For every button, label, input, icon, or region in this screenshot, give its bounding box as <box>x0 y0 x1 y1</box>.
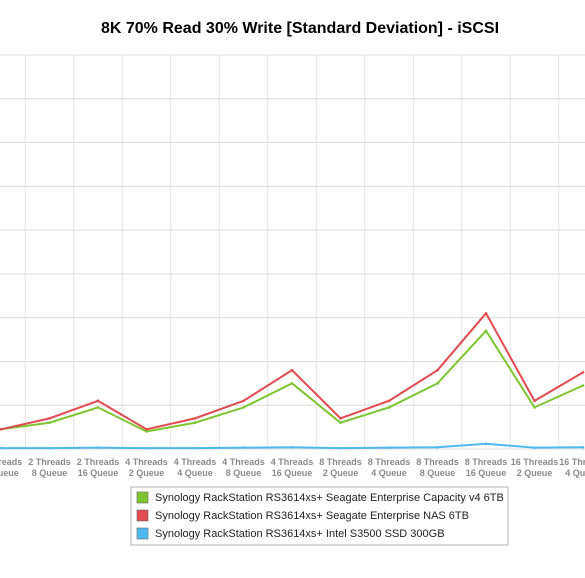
data-point <box>193 421 197 425</box>
legend-label: Synology RackStation RS3614xs+ Seagate E… <box>155 492 504 504</box>
data-point <box>0 428 3 431</box>
data-point <box>48 446 51 450</box>
legend-box <box>130 486 509 546</box>
legend-swatch <box>136 509 149 522</box>
data-point <box>581 445 585 449</box>
data-point <box>96 406 100 409</box>
data-point <box>193 446 197 450</box>
legend-swatch <box>136 527 149 540</box>
data-point <box>339 417 342 420</box>
x-tick-label: 8 Threads 16 Queue <box>465 457 508 478</box>
grid <box>0 54 585 450</box>
data-point <box>387 399 391 403</box>
x-tick-label: 4 Threads 8 Queue <box>222 457 265 478</box>
data-point <box>387 446 391 449</box>
legend-swatch <box>136 491 149 504</box>
data-point <box>0 446 3 450</box>
x-tick-label: 4 Threads 16 Queue <box>271 457 314 478</box>
data-point <box>48 421 51 425</box>
data-point <box>533 406 536 409</box>
series-lines <box>0 311 585 450</box>
legend-label: Synology RackStation RS3614xs+ Intel S35… <box>155 528 445 540</box>
data-point <box>436 445 439 449</box>
x-tick-label: 2 Threads 16 Queue <box>77 457 120 478</box>
x-tick-label: 2 Threads 8 Queue <box>28 457 71 478</box>
data-point <box>145 446 148 450</box>
data-point <box>484 329 488 333</box>
data-point <box>290 445 294 449</box>
data-point <box>242 399 245 403</box>
data-point <box>339 421 342 425</box>
data-point <box>533 399 536 403</box>
data-point <box>145 430 148 433</box>
data-point <box>436 368 439 372</box>
data-point <box>145 428 148 431</box>
x-tick-label: 8 Threads 8 Queue <box>416 457 459 478</box>
data-point <box>581 371 585 374</box>
data-point <box>96 399 100 403</box>
x-tick-label: 16 Threads 2 Queue <box>511 457 559 478</box>
data-point <box>242 446 245 449</box>
data-point <box>290 382 294 385</box>
data-point <box>290 368 294 372</box>
data-point <box>484 311 488 315</box>
x-tick-label: 8 Threads 2 Queue <box>319 457 362 478</box>
data-point <box>436 382 439 385</box>
x-tick-label: 8 Threads 4 Queue <box>368 457 411 478</box>
data-point <box>484 442 488 446</box>
legend-label: Synology RackStation RS3614xs+ Seagate E… <box>155 510 469 522</box>
data-point <box>387 406 391 409</box>
data-point <box>339 446 342 450</box>
data-point <box>96 446 100 449</box>
data-point <box>48 417 51 420</box>
data-point <box>242 406 245 409</box>
x-tick-label: 4 Threads 2 Queue <box>125 457 168 478</box>
data-point <box>193 417 197 420</box>
series-line-1 <box>0 329 584 433</box>
data-point <box>581 384 585 387</box>
x-tick-label: 4 Threads 4 Queue <box>174 457 217 478</box>
legend: Synology RackStation RS3614xs+ Seagate E… <box>130 486 509 546</box>
chart-title: 8K 70% Read 30% Write [Standard Deviatio… <box>101 20 499 37</box>
data-point <box>533 446 536 449</box>
